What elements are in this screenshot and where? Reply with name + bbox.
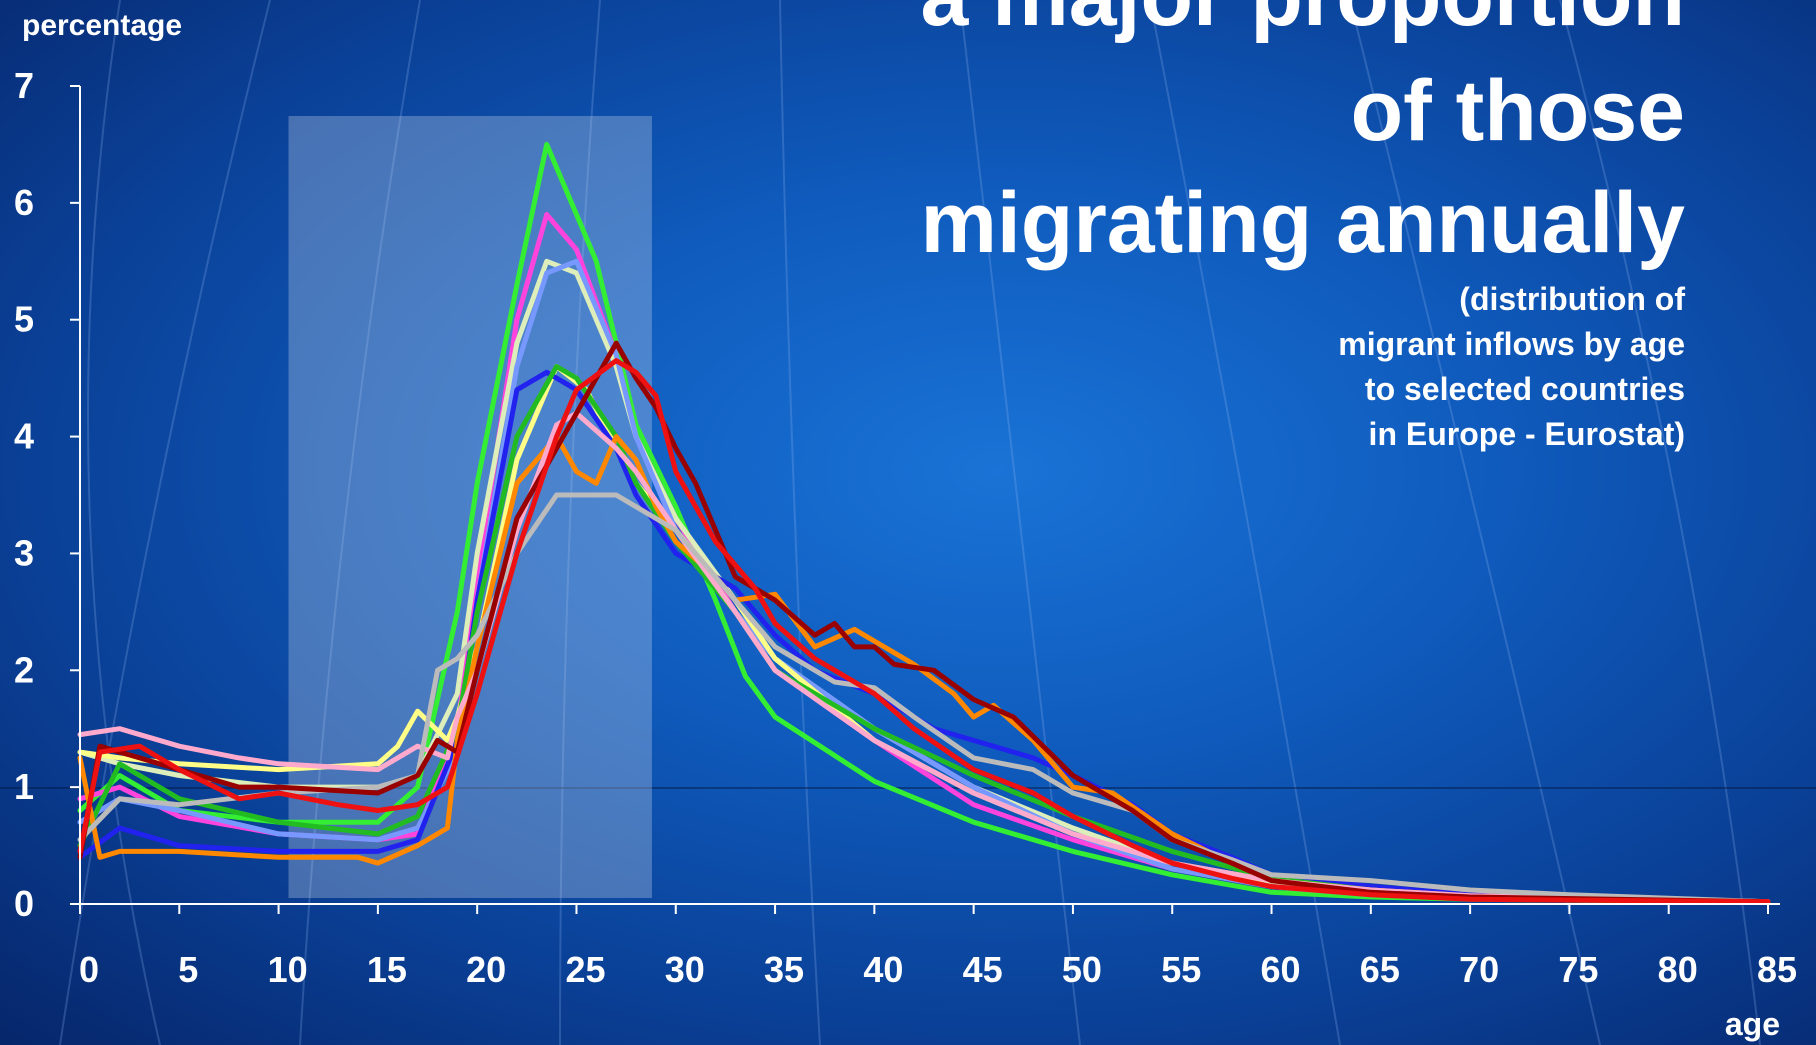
x-tick-label: 75 (1558, 949, 1598, 990)
x-tick-label: 50 (1062, 949, 1102, 990)
subtitle-line-4: in Europe - Eurostat) (1369, 416, 1685, 452)
x-tick-label: 55 (1161, 949, 1201, 990)
x-tick-label: 0 (79, 949, 99, 990)
x-tick-label: 65 (1360, 949, 1400, 990)
y-tick-label: 2 (14, 649, 34, 690)
subtitle-line-1: (distribution of (1459, 281, 1685, 317)
globe-meridian (779, 0, 821, 1045)
x-tick-label: 10 (268, 949, 308, 990)
x-tick-label: 60 (1261, 949, 1301, 990)
series-line-12 (77, 358, 1771, 905)
globe-meridian (959, 0, 1081, 1045)
globe-meridian (559, 0, 601, 1045)
x-tick-label: 85 (1757, 949, 1797, 990)
x-tick-label: 40 (863, 949, 903, 990)
x-axis: 0 5 10 15 20 25 30 35 40 45 50 55 60 65 70 75 80 85 (79, 904, 1797, 990)
series-line-1 (77, 141, 1771, 905)
globe-meridian (59, 0, 271, 1045)
subtitle-line-3: to selected countries (1365, 371, 1685, 407)
y-axis-title: percentage (22, 9, 182, 42)
title-line-2: of those (1351, 63, 1685, 159)
highlight-band (288, 116, 652, 898)
series-layer (77, 141, 1771, 905)
y-tick-label: 4 (14, 416, 34, 457)
series-line-4 (77, 258, 1771, 905)
x-tick-label: 15 (367, 949, 407, 990)
title: a major proportion of those migrating an… (920, 0, 1685, 271)
x-tick-label: 5 (178, 949, 198, 990)
y-tick-label: 1 (14, 766, 34, 807)
y-tick-label: 3 (14, 532, 34, 573)
series-line-11 (77, 340, 1771, 905)
x-tick-label: 80 (1658, 949, 1698, 990)
x-tick-label: 25 (565, 949, 605, 990)
globe-meridian (1559, 0, 1761, 1045)
subtitle: (distribution of migrant inflows by age … (1338, 281, 1685, 452)
x-tick-label: 45 (963, 949, 1003, 990)
y-tick-label: 7 (14, 65, 34, 106)
globe-meridian (87, 0, 161, 1045)
title-line-3: migrating annually (920, 175, 1685, 271)
x-tick-label: 70 (1459, 949, 1499, 990)
x-tick-label: 30 (665, 949, 705, 990)
y-tick-label: 6 (14, 182, 34, 223)
globe-meridian (1349, 0, 1601, 1045)
y-tick-label: 0 (14, 883, 34, 924)
x-tick-label: 35 (764, 949, 804, 990)
y-axis: 0 1 2 3 4 5 6 7 (14, 65, 80, 924)
y-tick-label: 5 (14, 299, 34, 340)
x-axis-title: age (1725, 1006, 1780, 1042)
x-tick-label: 20 (466, 949, 506, 990)
title-line-1: a major proportion (921, 0, 1685, 44)
subtitle-line-2: migrant inflows by age (1338, 326, 1685, 362)
globe-meridian (299, 0, 421, 1045)
series-line-10 (77, 492, 1771, 905)
